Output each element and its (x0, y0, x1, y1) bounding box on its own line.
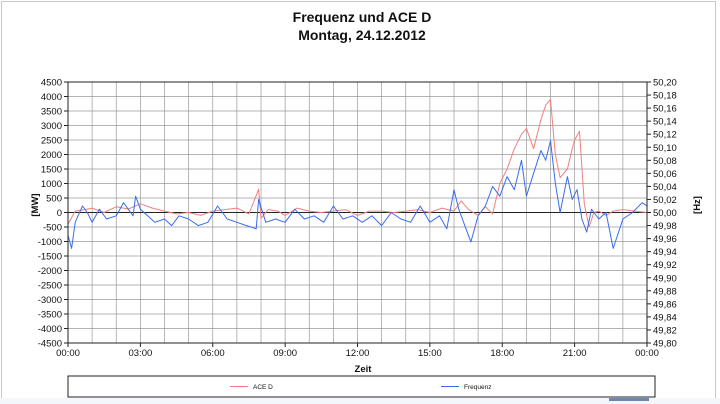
y-axis-right-label: [Hz] (692, 196, 703, 214)
x-axis-ticks: 00:00 03:00 06:00 09:00 12:00 15:00 18:00 21:00… (56, 343, 659, 359)
y-right-tick-label: 50,14 (653, 117, 677, 128)
x-tick-label: 00:00 (635, 348, 659, 359)
y-left-tick-label: 0 (57, 208, 62, 219)
y-left-tick-label: -1000 (38, 237, 62, 248)
y-right-tick-label: 49,90 (653, 273, 677, 284)
y-left-tick-label: -500 (43, 223, 62, 234)
y-left-tick-label: 1000 (41, 179, 62, 190)
y-left-tick-label: -2000 (38, 266, 62, 277)
y-left-tick-label: 3000 (41, 121, 62, 132)
y-right-tick-label: 50,20 (653, 78, 677, 89)
y-axis-left-label: [MW] (30, 193, 41, 216)
y-right-tick-label: 50,02 (653, 195, 677, 206)
series-layer (67, 98, 648, 249)
y-left-tick-label: 4000 (41, 92, 62, 103)
x-tick-label: 09:00 (273, 348, 297, 359)
y-right-tick-label: 50,18 (653, 91, 677, 102)
y-right-tick-label: 50,12 (653, 130, 677, 141)
legend-box (67, 375, 656, 398)
grid (67, 81, 648, 344)
x-tick-label: 18:00 (490, 348, 514, 359)
y-left-tick-label: 4500 (41, 78, 62, 89)
y-right-tick-label: 50,00 (653, 208, 677, 219)
x-tick-label: 21:00 (563, 348, 587, 359)
y-axis-left-ticks: 4500 4000 3500 3000 2500 2000 1500 1000 500 0 -500… (38, 78, 68, 350)
x-tick-label: 06:00 (201, 348, 225, 359)
legend: ACE D Frequenz (67, 375, 656, 398)
x-axis-label: Zeit (355, 364, 373, 375)
y-axis-right-ticks: 50,20 50,18 50,16 50,14 50,12 50,10 50,08 50,06… (647, 78, 677, 350)
legend-label-frequenz: Frequenz (464, 384, 491, 391)
y-right-tick-label: 49,80 (653, 339, 677, 350)
y-left-tick-label: -3500 (38, 310, 62, 321)
series-line-frequenz (67, 140, 648, 249)
y-right-tick-label: 49,84 (653, 312, 677, 323)
x-tick-label: 03:00 (128, 348, 152, 359)
legend-label-ace-d: ACE D (253, 384, 273, 391)
y-right-tick-label: 50,06 (653, 169, 677, 180)
y-left-tick-label: 1500 (41, 165, 62, 176)
y-left-tick-label: -4000 (38, 324, 62, 335)
x-tick-label: 00:00 (56, 348, 80, 359)
y-right-tick-label: 49,82 (653, 325, 677, 336)
y-right-tick-label: 50,16 (653, 104, 677, 115)
y-left-tick-label: -2500 (38, 281, 62, 292)
y-left-tick-label: 2500 (41, 136, 62, 147)
bottom-accent (609, 398, 649, 401)
chart-title: Frequenz und ACE D (293, 9, 432, 25)
y-left-tick-label: 2000 (41, 150, 62, 161)
y-left-tick-label: 500 (46, 194, 62, 205)
y-right-tick-label: 49,98 (653, 221, 677, 232)
y-right-tick-label: 50,04 (653, 182, 677, 193)
y-right-tick-label: 49,88 (653, 286, 677, 297)
y-right-tick-label: 49,94 (653, 247, 677, 258)
y-left-tick-label: -1500 (38, 252, 62, 263)
y-left-tick-label: -4500 (38, 339, 62, 350)
bottom-strip (0, 398, 720, 404)
y-right-tick-label: 49,92 (653, 260, 677, 271)
y-left-tick-label: 3500 (41, 107, 62, 118)
x-tick-label: 15:00 (418, 348, 442, 359)
y-right-tick-label: 49,96 (653, 234, 677, 245)
y-right-tick-label: 50,10 (653, 143, 677, 154)
y-right-tick-label: 49,86 (653, 299, 677, 310)
y-right-tick-label: 50,08 (653, 156, 677, 167)
chart-subtitle: Montag, 24.12.2012 (298, 27, 426, 43)
y-left-tick-label: -3000 (38, 295, 62, 306)
x-tick-label: 12:00 (346, 348, 370, 359)
